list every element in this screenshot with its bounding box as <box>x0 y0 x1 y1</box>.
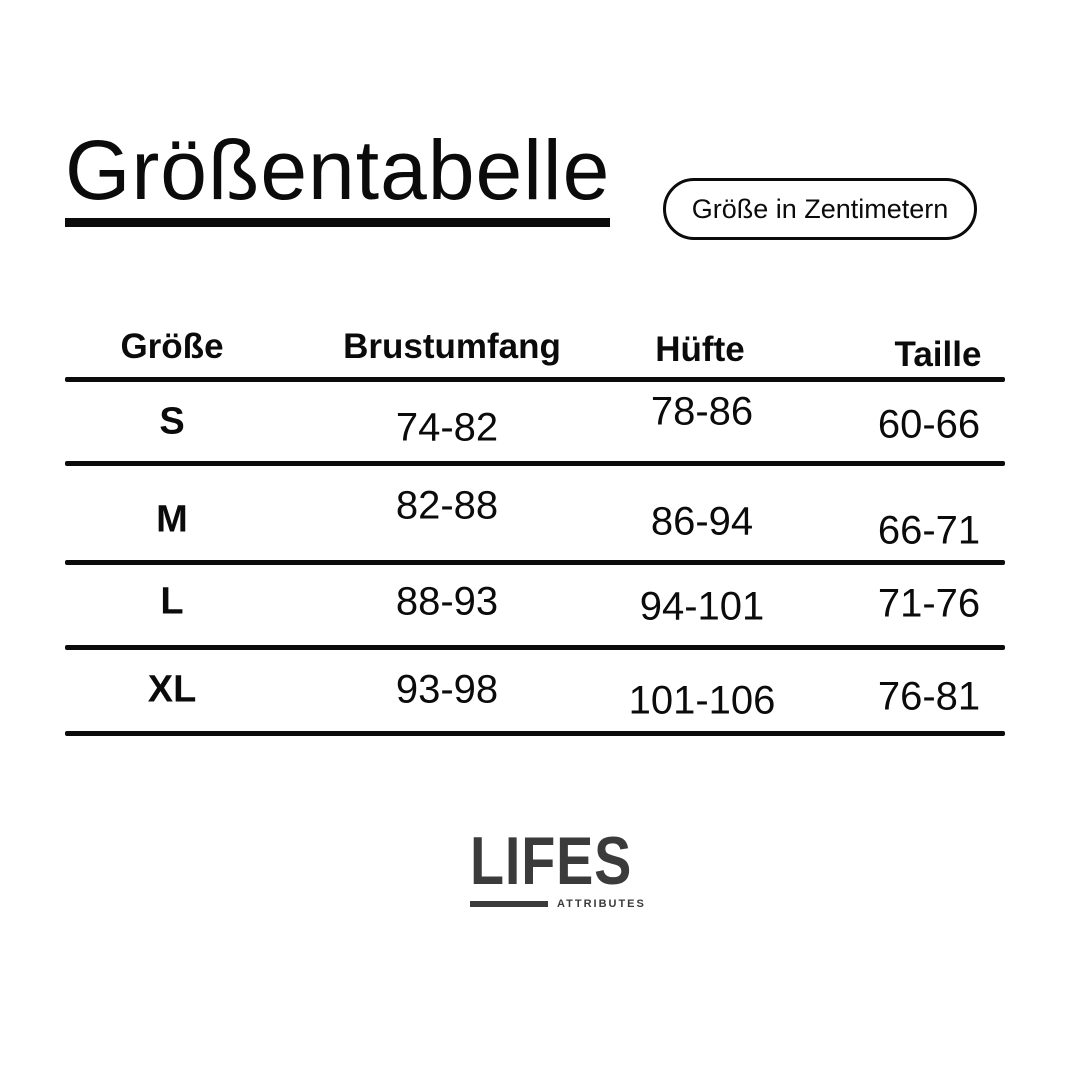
cell-huefte-m: 86-94 <box>650 499 754 544</box>
page-title: Größentabelle <box>65 128 611 227</box>
col-header-huefte: Hüfte <box>655 330 745 369</box>
cell-taille-s: 60-66 <box>877 402 981 447</box>
cell-huefte-l: 94-101 <box>639 584 765 629</box>
cell-size-xl: XL <box>147 668 197 711</box>
cell-size-l: L <box>160 580 184 623</box>
logo-bar-rule <box>470 901 548 907</box>
cell-brust-s: 74-82 <box>395 405 499 450</box>
cell-brust-l: 88-93 <box>395 579 499 624</box>
brand-logo-wordmark: LIFES <box>470 823 633 899</box>
cell-brust-xl: 93-98 <box>395 667 499 712</box>
page-title-wrap: Größentabelle <box>65 128 611 227</box>
col-header-brustumfang: Brustumfang <box>343 327 561 366</box>
table-rule <box>65 560 1005 565</box>
unit-badge-label: Größe in Zentimetern <box>691 193 949 224</box>
cell-size-m: M <box>156 498 188 541</box>
cell-size-s: S <box>159 400 185 443</box>
brand-logo-subline: ATTRIBUTES <box>470 898 668 910</box>
col-header-taille: Taille <box>894 335 982 374</box>
brand-logo-tagline: ATTRIBUTES <box>557 898 646 910</box>
table-rule <box>65 731 1005 736</box>
cell-taille-l: 71-76 <box>877 581 981 626</box>
unit-badge: Größe in Zentimetern <box>663 178 977 240</box>
table-rule <box>65 645 1005 650</box>
table-rule <box>65 461 1005 466</box>
cell-huefte-xl: 101-106 <box>628 678 776 723</box>
brand-logo: LIFES ATTRIBUTES <box>470 827 668 910</box>
col-header-groesse: Größe <box>120 327 224 366</box>
cell-huefte-s: 78-86 <box>650 389 754 434</box>
table-rule <box>65 377 1005 382</box>
cell-taille-m: 66-71 <box>877 508 981 553</box>
cell-brust-m: 82-88 <box>395 483 499 528</box>
cell-taille-xl: 76-81 <box>877 674 981 719</box>
